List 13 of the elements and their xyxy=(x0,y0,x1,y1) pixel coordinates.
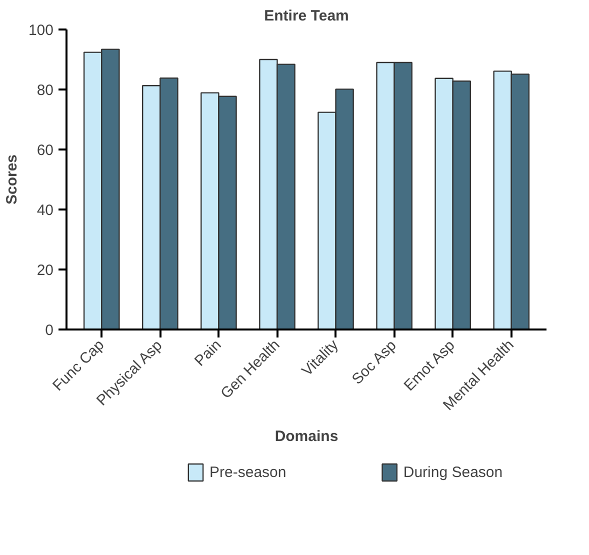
y-tick-label: 20 xyxy=(36,262,54,279)
x-tick-label: Pain xyxy=(191,336,225,370)
y-tick-label: 40 xyxy=(36,202,54,219)
chart-title: Entire Team xyxy=(264,8,349,24)
legend-label: During Season xyxy=(403,464,503,481)
x-tick-label: Soc Asp xyxy=(348,337,400,388)
y-axis-title: Scores xyxy=(3,154,20,205)
legend-label: Pre-season xyxy=(210,464,286,481)
y-tick-label: 0 xyxy=(45,322,54,339)
y-tick-label: 100 xyxy=(28,22,54,39)
y-tick-label: 80 xyxy=(36,82,54,99)
x-axis-title: Domains xyxy=(274,428,338,445)
y-tick-label: 60 xyxy=(36,142,54,159)
